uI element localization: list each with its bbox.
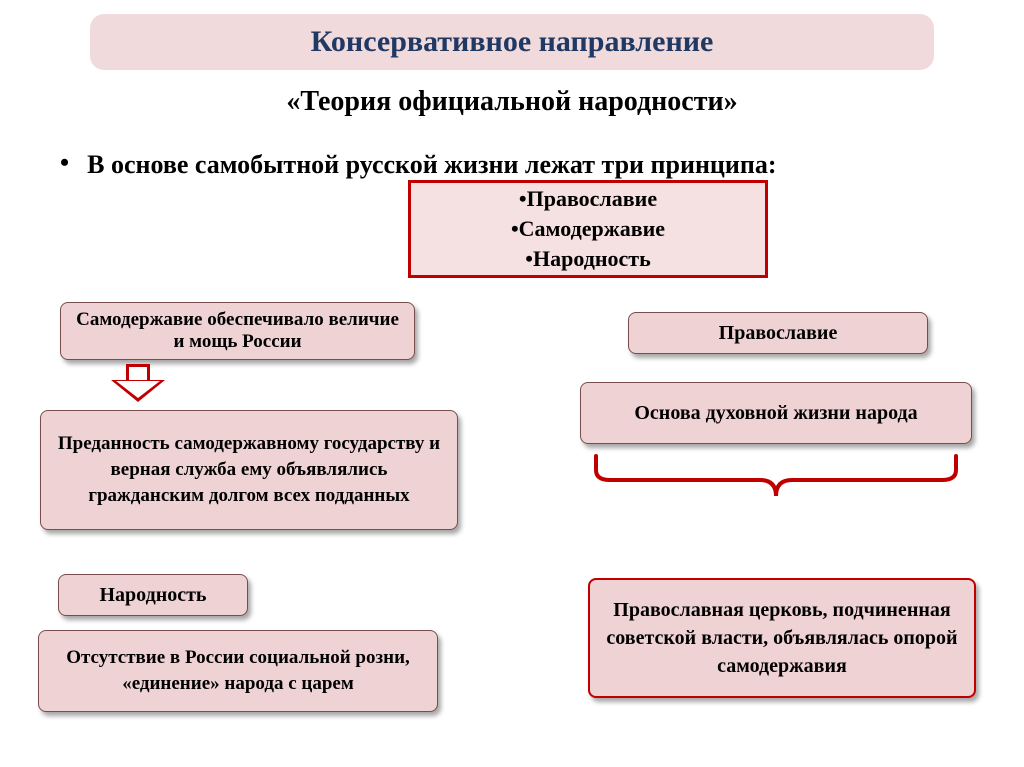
page-title: Консервативное направление bbox=[311, 25, 714, 59]
brace-icon bbox=[590, 452, 962, 508]
narodnost-desc-box: Отсутствие в России социальной розни, «е… bbox=[38, 630, 438, 712]
principles-box: •Православие •Самодержавие •Народность bbox=[408, 180, 768, 278]
narodnost-desc-text: Отсутствие в России социальной розни, «е… bbox=[49, 645, 427, 697]
subtitle: «Теория официальной народности» bbox=[0, 86, 1024, 118]
narodnost-label-text: Народность bbox=[99, 584, 206, 607]
title-banner: Консервативное направление bbox=[90, 14, 934, 70]
intro-bullet: • В основе самобытной русской жизни лежа… bbox=[44, 148, 984, 182]
intro-text: В основе самобытной русской жизни лежат … bbox=[87, 148, 776, 182]
autocracy-header-box: Самодержавие обеспечивало величие и мощь… bbox=[60, 302, 415, 360]
orthodoxy-label-box: Православие bbox=[628, 312, 928, 354]
orthodoxy-desc-text: Основа духовной жизни народа bbox=[634, 400, 917, 427]
principle-2: •Самодержавие bbox=[511, 214, 665, 244]
autocracy-header-text: Самодержавие обеспечивало величие и мощь… bbox=[71, 309, 404, 353]
narodnost-label-box: Народность bbox=[58, 574, 248, 616]
principle-3: •Народность bbox=[525, 244, 650, 274]
orthodoxy-desc-box: Основа духовной жизни народа bbox=[580, 382, 972, 444]
bullet-icon: • bbox=[60, 148, 69, 182]
arrow-down-icon bbox=[108, 364, 168, 408]
autocracy-desc-box: Преданность самодержавному государству и… bbox=[40, 410, 458, 530]
church-desc-box: Православная церковь, подчиненная советс… bbox=[588, 578, 976, 698]
principle-1: •Православие bbox=[519, 184, 657, 214]
church-desc-text: Православная церковь, подчиненная советс… bbox=[602, 596, 962, 680]
orthodoxy-label-text: Православие bbox=[719, 322, 838, 345]
autocracy-desc-text: Преданность самодержавному государству и… bbox=[51, 431, 447, 509]
